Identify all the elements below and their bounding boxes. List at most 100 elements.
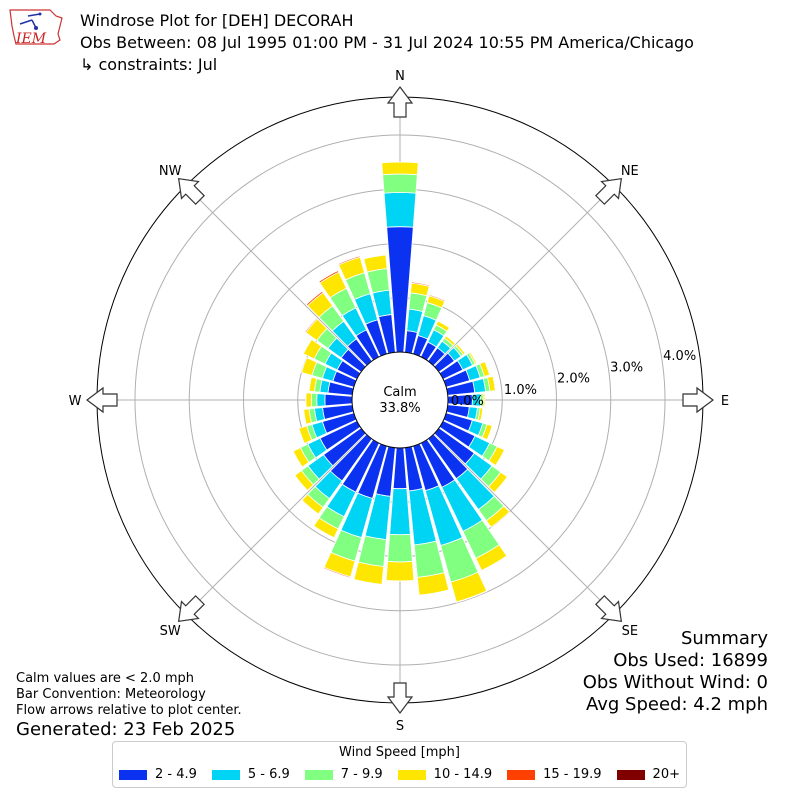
legend-item: 5 - 6.9 [211, 767, 290, 782]
legend-items: 2 - 4.9 5 - 6.9 7 - 9.9 10 - 14.9 15 - 19.9 2… [119, 767, 680, 782]
windrose-bar [382, 173, 418, 194]
windrose-bar [294, 470, 314, 492]
legend-item: 15 - 19.9 [507, 767, 602, 782]
radial-tick-label: 1.0% [504, 383, 537, 398]
compass-label: E [721, 394, 729, 409]
windrose-bar [304, 317, 318, 334]
summary-obs-without-wind: Obs Without Wind: 0 [582, 672, 768, 693]
windrose-bar [303, 408, 312, 425]
flow-arrow-icon [595, 595, 623, 623]
iem-logo: IEM [9, 9, 63, 47]
summary-box: Summary Obs Used: 16899 Obs Without Wind… [583, 628, 768, 716]
compass-label: N [395, 69, 405, 84]
legend-item: 10 - 14.9 [397, 767, 493, 782]
summary-title: Summary [681, 628, 768, 649]
windrose-bar [305, 392, 312, 408]
windrose-bar [363, 254, 388, 273]
windrose-bar [337, 255, 361, 266]
svg-text:IEM: IEM [15, 31, 47, 47]
legend-swatch [616, 769, 645, 780]
windrose-bar [468, 351, 478, 365]
chart-constraints: ↳ constraints: Jul [80, 55, 218, 74]
windrose-bar [481, 555, 508, 572]
windrose-bar [487, 471, 508, 493]
legend-swatch [211, 769, 240, 780]
windrose-bar [443, 335, 456, 347]
legend: Wind Speed [mph] 2 - 4.9 5 - 6.9 7 - 9.9 10… [112, 741, 687, 788]
calm-note: Calm values are < 2.0 mph [16, 671, 195, 686]
bar-convention-note: Bar Convention: Meteorology [16, 687, 206, 702]
windrose-bar [482, 393, 486, 407]
windrose-bar [310, 392, 318, 408]
windrose-bar [366, 268, 390, 294]
flow-arrow-icon [86, 386, 118, 414]
legend-label: 10 - 14.9 [433, 767, 493, 782]
windrose-bar [313, 517, 339, 539]
windrose-bar [485, 505, 511, 528]
legend-swatch [119, 769, 147, 780]
legend-item: 20+ [616, 767, 680, 782]
windrose-bar [418, 589, 450, 597]
flow-arrow-icon [595, 177, 623, 205]
windrose-bar [413, 540, 445, 578]
legend-label: 2 - 4.9 [155, 767, 197, 782]
windrose-bar [302, 338, 323, 360]
windrose-bar [353, 561, 385, 585]
windrose-bar [455, 343, 466, 356]
legend-label: 15 - 19.9 [543, 767, 602, 782]
windrose-bar [477, 407, 484, 422]
windrose-bar [481, 423, 493, 441]
windrose-bar [486, 375, 496, 392]
compass-label: NW [159, 164, 182, 179]
calm-value: 33.8% [379, 401, 420, 416]
windrose-bar [292, 447, 310, 468]
grid-spoke [433, 433, 615, 615]
legend-label: 7 - 9.9 [340, 767, 383, 782]
windrose-bar [298, 425, 313, 444]
calm-circle [351, 351, 449, 449]
calm-label: Calm [383, 385, 416, 400]
grid-spoke [185, 185, 367, 367]
legend-item: 2 - 4.9 [119, 767, 197, 782]
windrose-bar [479, 361, 491, 377]
windrose-bar [316, 393, 326, 407]
compass-label: SE [622, 624, 638, 639]
windrose-bar [357, 535, 387, 568]
windrose-bar [455, 590, 488, 603]
compass-label: S [396, 719, 404, 734]
grid-spoke [185, 433, 367, 615]
legend-title: Wind Speed [mph] [339, 745, 460, 760]
legend-label: 20+ [652, 767, 680, 782]
title-block: Windrose Plot for [DEH] DECORAH Obs Betw… [80, 10, 694, 76]
compass-label: SW [160, 624, 181, 639]
flow-note: Flow arrows relative to plot center. [16, 703, 242, 718]
flow-arrow-icon [386, 682, 414, 714]
legend-swatch [507, 769, 536, 780]
windrose-bar [381, 161, 419, 176]
windrose-bar [387, 533, 413, 563]
windrose-bar [385, 561, 415, 582]
windrose-bar [383, 192, 417, 228]
flow-arrow-icon [386, 86, 414, 118]
legend-swatch [397, 769, 426, 780]
radial-tick-label: 0.0% [451, 394, 484, 409]
windrose-bar [389, 488, 411, 536]
windrose-bar [301, 493, 324, 515]
windrose-bar [323, 566, 352, 579]
notes: Calm values are < 2.0 mph Bar Convention… [16, 671, 242, 719]
legend-label: 5 - 6.9 [247, 767, 290, 782]
windrose-bar [488, 445, 505, 466]
radial-tick-label: 4.0% [663, 349, 696, 364]
windrose-bar [318, 270, 340, 284]
summary-obs-used: Obs Used: 16899 [613, 650, 768, 671]
legend-item: 7 - 9.9 [304, 767, 383, 782]
radial-tick-label: 3.0% [610, 360, 643, 375]
chart-subtitle: Obs Between: 08 Jul 1995 01:00 PM - 31 J… [80, 33, 694, 52]
compass-label: NE [621, 164, 639, 179]
windrose-bar [305, 290, 324, 307]
flow-arrow-icon [682, 386, 714, 414]
legend-swatch [304, 769, 333, 780]
grid-spoke [433, 185, 615, 367]
generated-date: Generated: 23 Feb 2025 [16, 719, 236, 740]
